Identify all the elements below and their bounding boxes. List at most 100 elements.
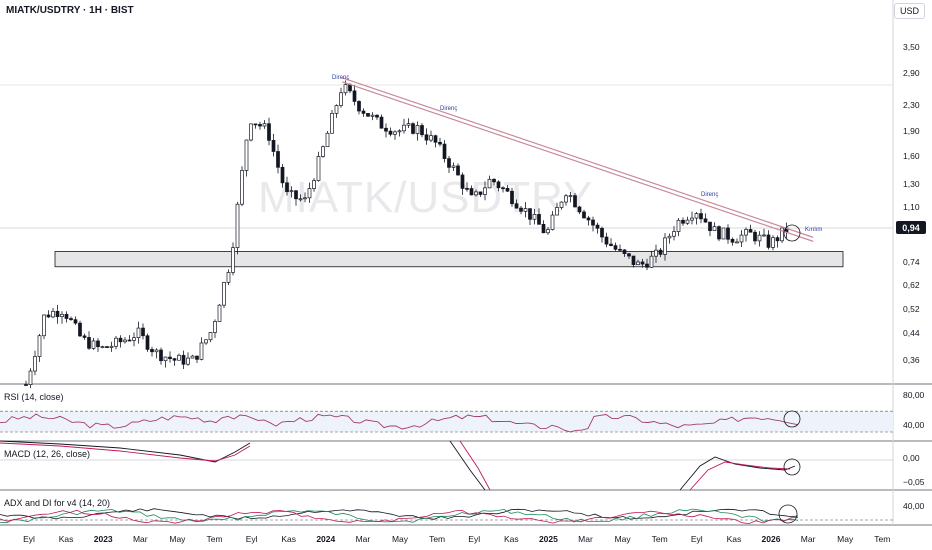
- time-tick: Tem: [652, 534, 668, 544]
- candle-body: [766, 234, 771, 248]
- candle-body: [343, 84, 348, 94]
- candle-body: [384, 127, 388, 132]
- candle-body: [438, 141, 442, 145]
- candle-body: [744, 229, 748, 236]
- time-tick: Kas: [281, 534, 296, 544]
- candle-body: [271, 140, 276, 152]
- candle-body: [132, 337, 136, 341]
- candle-body: [379, 116, 384, 129]
- macd-circle: [783, 458, 801, 476]
- macd-tick: −0,05: [903, 477, 925, 487]
- candle-body: [28, 370, 33, 385]
- candle-body: [312, 180, 316, 189]
- candle-body: [550, 214, 555, 230]
- candle-body: [357, 101, 361, 112]
- price-tick: 0,44: [903, 328, 920, 338]
- candle-body: [96, 340, 100, 348]
- candle-body: [114, 337, 118, 347]
- candle-body: [253, 123, 258, 126]
- candle-body: [168, 356, 172, 360]
- time-tick: Tem: [874, 534, 890, 544]
- candle-body: [352, 90, 357, 102]
- candle-body: [568, 195, 573, 197]
- candle-body: [564, 195, 568, 203]
- candle-body: [24, 384, 28, 386]
- candle-body: [325, 132, 330, 148]
- macd-tick: 0,00: [903, 453, 920, 463]
- candle-body: [541, 223, 546, 234]
- candle-body: [73, 319, 78, 324]
- candle-body: [523, 208, 528, 212]
- currency-button[interactable]: USD: [893, 3, 925, 19]
- candle-body: [289, 190, 294, 193]
- candle-body: [514, 203, 519, 209]
- annotation-direnc-2: Direnç: [440, 106, 457, 112]
- price-tick: 2,30: [903, 100, 920, 110]
- chart-title: MIATK/USDTRY · 1H · BIST: [6, 5, 134, 16]
- candle-body: [712, 226, 717, 232]
- candle-body: [82, 335, 87, 338]
- candle-body: [447, 158, 451, 168]
- price-tick: 0,52: [903, 304, 920, 314]
- time-tick: 2025: [539, 534, 558, 544]
- candle-body: [600, 227, 604, 238]
- time-tick: Kas: [727, 534, 742, 544]
- candle-body: [420, 125, 424, 136]
- candle-body: [717, 226, 721, 240]
- candle-body: [672, 231, 676, 237]
- candle-body: [681, 219, 685, 224]
- time-tick: Eyl: [246, 534, 258, 544]
- candle-body: [586, 217, 591, 221]
- trendline-upper: [342, 77, 814, 238]
- time-tick: 2026: [762, 534, 781, 544]
- candle-body: [510, 190, 514, 205]
- candle-body: [150, 349, 154, 353]
- macd-signal-recent: [689, 461, 791, 491]
- candle-body: [609, 243, 613, 246]
- candle-body: [771, 237, 775, 248]
- candle-body: [163, 356, 168, 362]
- rsi-tick: 40,00: [903, 420, 925, 430]
- trendline[interactable]: [342, 77, 814, 242]
- candle-body: [699, 213, 703, 220]
- candle-body: [222, 282, 226, 306]
- time-tick: 2023: [94, 534, 113, 544]
- candle-body: [141, 327, 145, 337]
- time-tick: May: [392, 534, 409, 544]
- price-tick: 2,90: [903, 68, 920, 78]
- candle-body: [460, 174, 465, 189]
- candle-body: [537, 214, 541, 225]
- candle-body: [217, 304, 222, 322]
- candle-body: [433, 135, 438, 143]
- candle-body: [69, 318, 73, 321]
- candle-body: [118, 337, 123, 343]
- rsi-label[interactable]: RSI (14, close): [4, 392, 64, 402]
- time-axis[interactable]: Eyl Kas 2023 Mar May Tem Eyl Kas 2024 Mar May Tem Ey…: [23, 534, 890, 544]
- candle-body: [316, 156, 321, 181]
- time-tick: Tem: [429, 534, 445, 544]
- candle-body: [204, 339, 208, 344]
- candle-body: [55, 310, 60, 318]
- candle-body: [442, 143, 447, 159]
- candle-body: [109, 345, 114, 348]
- macd-label[interactable]: MACD (12, 26, close): [4, 449, 91, 459]
- candle-body: [195, 355, 199, 360]
- annotations: Direnç Direnç Direnç Kırılım: [332, 75, 822, 233]
- trendline-lower: [342, 81, 814, 242]
- annotation-direnc-1: Direnç: [332, 75, 349, 81]
- time-tick: Kas: [59, 534, 74, 544]
- candle-body: [429, 135, 433, 141]
- candle-body: [154, 349, 159, 353]
- adx-label[interactable]: ADX and DI for v4 (14, 20): [4, 498, 111, 508]
- candle-body: [555, 207, 559, 216]
- candle-body: [730, 238, 735, 243]
- price-axis[interactable]: 3,50 2,90 2,30 1,90 1,60 1,30 1,10 0,94 0,74 0,62…: [896, 42, 926, 365]
- candle-body: [285, 182, 289, 193]
- adx-circle: [778, 504, 798, 524]
- candle-body: [307, 188, 312, 199]
- candle-body: [213, 321, 217, 333]
- candle-body: [631, 255, 636, 265]
- candle-body: [42, 314, 46, 337]
- grid: [0, 0, 932, 526]
